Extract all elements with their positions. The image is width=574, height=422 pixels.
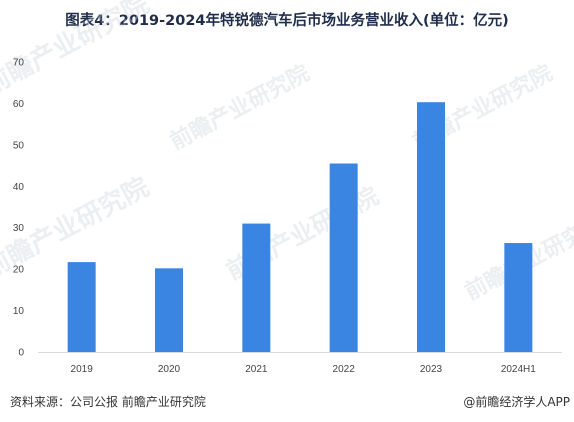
watermark-layer: 前瞻产业研究院前瞻产业研究院前瞻产业研究院前瞻产业研究院前瞻产业研究院前瞻产业研…: [0, 0, 574, 305]
y-tick-label: 0: [18, 348, 24, 359]
x-axis-ticks: 2019 2020 2021 2022 2023 2024H1: [71, 364, 537, 375]
brand-credit: @前瞻经济学人APP: [463, 395, 570, 409]
bar-2023: [417, 102, 445, 352]
watermark-text: 前瞻产业研究院: [0, 0, 154, 101]
y-tick-label: 30: [13, 223, 25, 234]
bar-2021: [242, 223, 271, 352]
y-tick-label: 50: [13, 140, 25, 151]
y-axis-ticks: 0 10 20 30 40 50 60 70: [13, 58, 25, 359]
y-tick-label: 60: [13, 99, 25, 110]
bars: [67, 102, 533, 352]
y-tick-label: 40: [13, 182, 25, 193]
bar-2024H1: [504, 243, 533, 352]
x-tick-label: 2022: [333, 364, 356, 375]
x-tick-label: 2023: [420, 364, 443, 375]
x-tick-label: 2021: [245, 364, 268, 375]
bar-2020: [155, 268, 183, 352]
source-note: 资料来源：公司公报 前瞻产业研究院: [10, 395, 206, 409]
x-tick-label: 2019: [71, 364, 94, 375]
x-tick-label: 2020: [158, 364, 181, 375]
y-tick-label: 10: [13, 306, 25, 317]
y-tick-label: 70: [13, 58, 25, 69]
bar-2022: [329, 163, 358, 352]
chart-title: 图表4：2019-2024年特锐德汽车后市场业务营业收入(单位：亿元): [65, 13, 509, 29]
watermark-text: 前瞻产业研究院: [166, 60, 314, 155]
bar-2019: [67, 262, 96, 352]
x-tick-label: 2024H1: [501, 364, 536, 375]
y-tick-label: 20: [13, 265, 25, 276]
